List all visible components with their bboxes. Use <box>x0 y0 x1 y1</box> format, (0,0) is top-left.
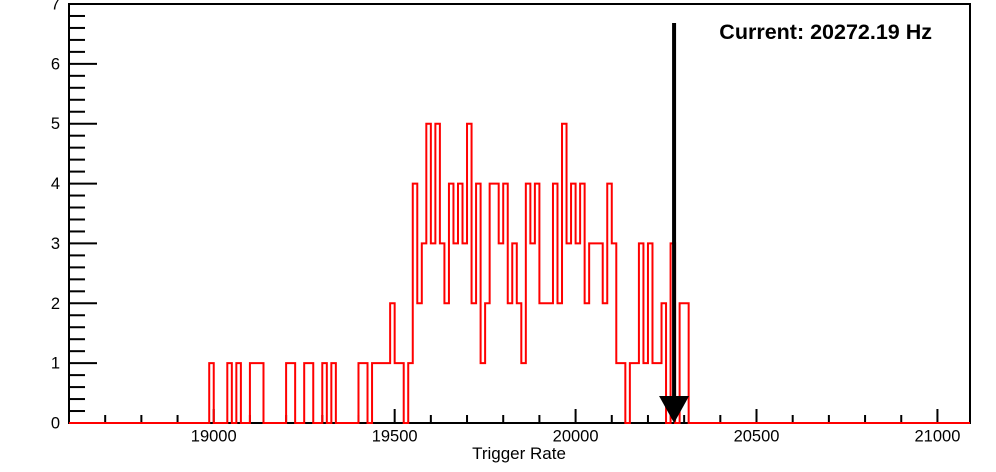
arrow-head-icon <box>659 396 690 423</box>
x-tick-label: 19000 <box>191 428 237 446</box>
y-tick-label: 1 <box>51 355 60 373</box>
x-tick-label: 19500 <box>372 428 418 446</box>
y-tick-label: 4 <box>51 175 60 193</box>
y-tick-label: 0 <box>51 415 60 433</box>
x-tick-label: 20500 <box>734 428 780 446</box>
y-tick-label: 6 <box>51 55 60 73</box>
y-tick-label: 7 <box>51 0 60 14</box>
histogram-series <box>69 122 970 424</box>
y-tick-label: 3 <box>51 235 60 253</box>
x-axis-label: Trigger Rate <box>472 444 566 463</box>
x-tick-label: 20000 <box>553 428 599 446</box>
y-tick-label: 5 <box>51 115 60 133</box>
plot-frame <box>68 3 971 424</box>
x-tick-label: 21000 <box>914 428 960 446</box>
y-tick-label: 2 <box>51 295 60 313</box>
current-rate-annotation: Current: 20272.19 Hz <box>719 20 932 44</box>
current-rate-arrow <box>659 23 690 423</box>
